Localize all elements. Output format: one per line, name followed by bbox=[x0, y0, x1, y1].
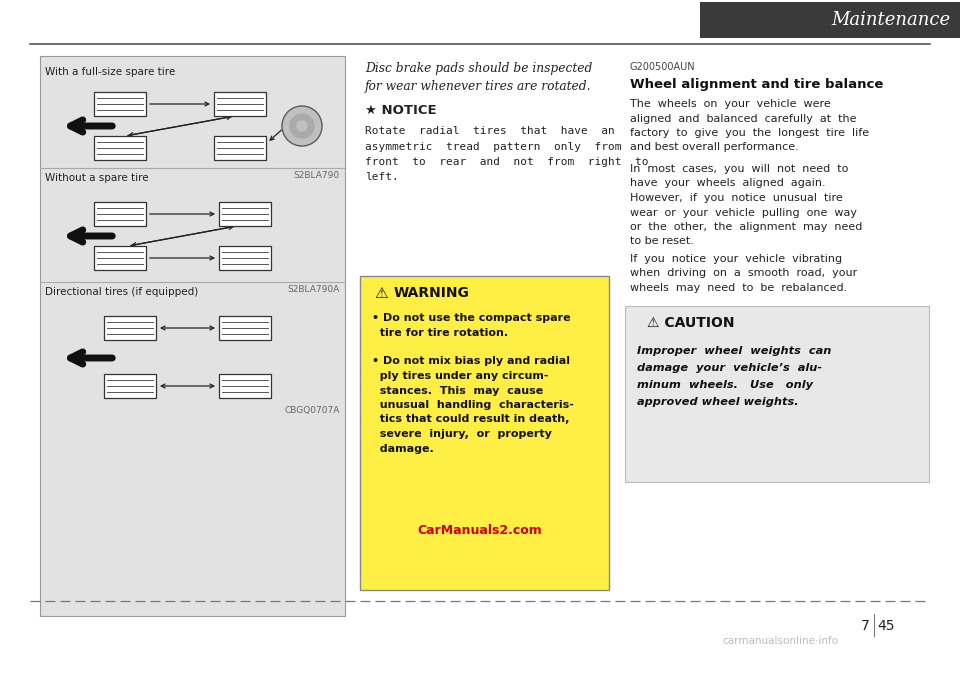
Text: ⚠: ⚠ bbox=[374, 286, 388, 301]
FancyBboxPatch shape bbox=[40, 56, 345, 616]
Text: 45: 45 bbox=[877, 619, 895, 633]
Text: CBGQ0707A: CBGQ0707A bbox=[284, 406, 340, 415]
Text: severe  injury,  or  property: severe injury, or property bbox=[372, 429, 552, 439]
Text: • Do not use the compact spare: • Do not use the compact spare bbox=[372, 313, 570, 323]
FancyBboxPatch shape bbox=[214, 136, 266, 160]
Text: Without a spare tire: Without a spare tire bbox=[45, 173, 149, 183]
Text: for wear whenever tires are rotated.: for wear whenever tires are rotated. bbox=[365, 80, 591, 93]
Text: Maintenance: Maintenance bbox=[830, 11, 950, 29]
Text: 7: 7 bbox=[861, 619, 870, 633]
FancyBboxPatch shape bbox=[360, 276, 609, 590]
Text: carmanualsonline·info: carmanualsonline·info bbox=[722, 636, 838, 646]
Text: wear  or  your  vehicle  pulling  one  way: wear or your vehicle pulling one way bbox=[630, 208, 857, 218]
Text: With a full-size spare tire: With a full-size spare tire bbox=[45, 67, 176, 77]
Text: minum  wheels.   Use   only: minum wheels. Use only bbox=[637, 380, 813, 390]
Text: WARNING: WARNING bbox=[394, 286, 469, 300]
Circle shape bbox=[282, 106, 322, 146]
Text: damage.: damage. bbox=[372, 443, 434, 454]
Text: ★ NOTICE: ★ NOTICE bbox=[365, 104, 437, 117]
Text: Improper  wheel  weights  can: Improper wheel weights can bbox=[637, 346, 831, 356]
FancyBboxPatch shape bbox=[219, 374, 271, 398]
Text: tire for tire rotation.: tire for tire rotation. bbox=[372, 327, 508, 337]
Text: The  wheels  on  your  vehicle  were: The wheels on your vehicle were bbox=[630, 99, 830, 109]
Text: ply tires under any circum-: ply tires under any circum- bbox=[372, 371, 548, 381]
Text: and best overall performance.: and best overall performance. bbox=[630, 143, 799, 153]
FancyBboxPatch shape bbox=[104, 374, 156, 398]
Text: when  driving  on  a  smooth  road,  your: when driving on a smooth road, your bbox=[630, 268, 857, 279]
FancyBboxPatch shape bbox=[625, 306, 929, 482]
Text: wheels  may  need  to  be  rebalanced.: wheels may need to be rebalanced. bbox=[630, 283, 848, 293]
FancyBboxPatch shape bbox=[104, 316, 156, 340]
Text: CarManuals2.com: CarManuals2.com bbox=[418, 525, 542, 537]
Circle shape bbox=[290, 114, 314, 138]
FancyBboxPatch shape bbox=[94, 246, 146, 270]
Text: aligned  and  balanced  carefully  at  the: aligned and balanced carefully at the bbox=[630, 114, 856, 124]
Text: left.: left. bbox=[365, 172, 398, 183]
Text: factory  to  give  you  the  longest  tire  life: factory to give you the longest tire lif… bbox=[630, 128, 869, 138]
Circle shape bbox=[297, 121, 307, 131]
FancyBboxPatch shape bbox=[94, 202, 146, 226]
Text: ⚠ CAUTION: ⚠ CAUTION bbox=[647, 316, 734, 330]
Text: S2BLA790A: S2BLA790A bbox=[288, 285, 340, 294]
Text: front  to  rear  and  not  from  right  to: front to rear and not from right to bbox=[365, 157, 649, 167]
Text: approved wheel weights.: approved wheel weights. bbox=[637, 397, 799, 407]
Text: have  your  wheels  aligned  again.: have your wheels aligned again. bbox=[630, 178, 826, 189]
FancyBboxPatch shape bbox=[94, 136, 146, 160]
Text: damage  your  vehicle’s  alu-: damage your vehicle’s alu- bbox=[637, 363, 822, 373]
FancyBboxPatch shape bbox=[94, 92, 146, 116]
Text: Wheel alignment and tire balance: Wheel alignment and tire balance bbox=[630, 78, 883, 91]
Text: G200500AUN: G200500AUN bbox=[630, 62, 696, 72]
Text: or  the  other,  the  alignment  may  need: or the other, the alignment may need bbox=[630, 222, 862, 232]
Text: tics that could result in death,: tics that could result in death, bbox=[372, 414, 569, 425]
Text: • Do not mix bias ply and radial: • Do not mix bias ply and radial bbox=[372, 356, 570, 366]
FancyBboxPatch shape bbox=[214, 92, 266, 116]
Text: If  you  notice  your  vehicle  vibrating: If you notice your vehicle vibrating bbox=[630, 254, 842, 264]
Text: Rotate  radial  tires  that  have  an: Rotate radial tires that have an bbox=[365, 126, 614, 136]
Text: Directional tires (if equipped): Directional tires (if equipped) bbox=[45, 287, 199, 297]
FancyBboxPatch shape bbox=[219, 246, 271, 270]
Text: In  most  cases,  you  will  not  need  to: In most cases, you will not need to bbox=[630, 164, 849, 174]
FancyBboxPatch shape bbox=[700, 2, 960, 38]
FancyBboxPatch shape bbox=[219, 316, 271, 340]
Text: stances.  This  may  cause: stances. This may cause bbox=[372, 385, 543, 395]
Text: S2BLA790: S2BLA790 bbox=[294, 171, 340, 180]
Text: to be reset.: to be reset. bbox=[630, 237, 694, 247]
Text: However,  if  you  notice  unusual  tire: However, if you notice unusual tire bbox=[630, 193, 843, 203]
Text: unusual  handling  characteris-: unusual handling characteris- bbox=[372, 400, 574, 410]
Text: asymmetric  tread  pattern  only  from: asymmetric tread pattern only from bbox=[365, 141, 621, 151]
Text: Disc brake pads should be inspected: Disc brake pads should be inspected bbox=[365, 62, 592, 75]
FancyBboxPatch shape bbox=[219, 202, 271, 226]
